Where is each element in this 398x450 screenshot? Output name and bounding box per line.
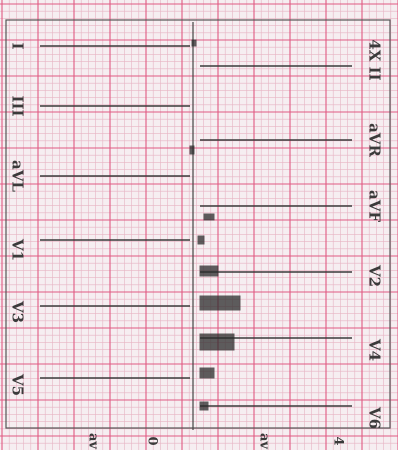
qrs-complex bbox=[199, 367, 215, 379]
qrs-complex bbox=[199, 265, 219, 277]
qrs-complex bbox=[189, 145, 195, 155]
lead-label-right-2: aVR bbox=[365, 123, 384, 157]
ecg-traces bbox=[40, 39, 352, 411]
bottom-label-4: 4 bbox=[330, 436, 346, 446]
qrs-complex bbox=[199, 401, 209, 411]
lead-label-left-1: I bbox=[8, 42, 27, 50]
lead-label-left-2: III bbox=[8, 95, 27, 117]
lead-label-left-3: aVL bbox=[8, 160, 27, 192]
lead-label-left-4: V1 bbox=[8, 238, 27, 262]
lead-label-right-6: V6 bbox=[365, 406, 384, 430]
lead-label-left-5: V3 bbox=[8, 300, 27, 324]
qrs-complex bbox=[197, 235, 205, 245]
bottom-label-3: av bbox=[256, 433, 272, 449]
qrs-complex bbox=[191, 39, 197, 47]
qrs-complex bbox=[199, 295, 241, 311]
lead-label-right-3: aVF bbox=[365, 189, 384, 223]
qrs-complex bbox=[203, 213, 215, 221]
ecg-frame bbox=[5, 19, 391, 429]
lead-label-right-1: 4X II bbox=[365, 39, 384, 81]
lead-label-left-6: V5 bbox=[8, 373, 27, 397]
qrs-complex bbox=[199, 333, 235, 351]
lead-label-right-4: V2 bbox=[365, 264, 384, 288]
bottom-label-1: av bbox=[85, 433, 101, 449]
bottom-label-2: 0 bbox=[144, 436, 160, 446]
lead-label-right-5: V4 bbox=[365, 338, 384, 362]
